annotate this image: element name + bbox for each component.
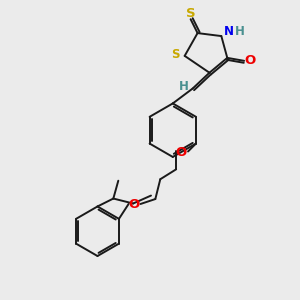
Text: S: S	[186, 7, 195, 20]
Text: H: H	[179, 80, 189, 93]
Text: N: N	[224, 25, 234, 38]
Text: O: O	[128, 199, 139, 212]
Text: H: H	[235, 25, 245, 38]
Text: O: O	[244, 54, 256, 67]
Text: S: S	[172, 48, 180, 62]
Text: O: O	[176, 146, 187, 159]
